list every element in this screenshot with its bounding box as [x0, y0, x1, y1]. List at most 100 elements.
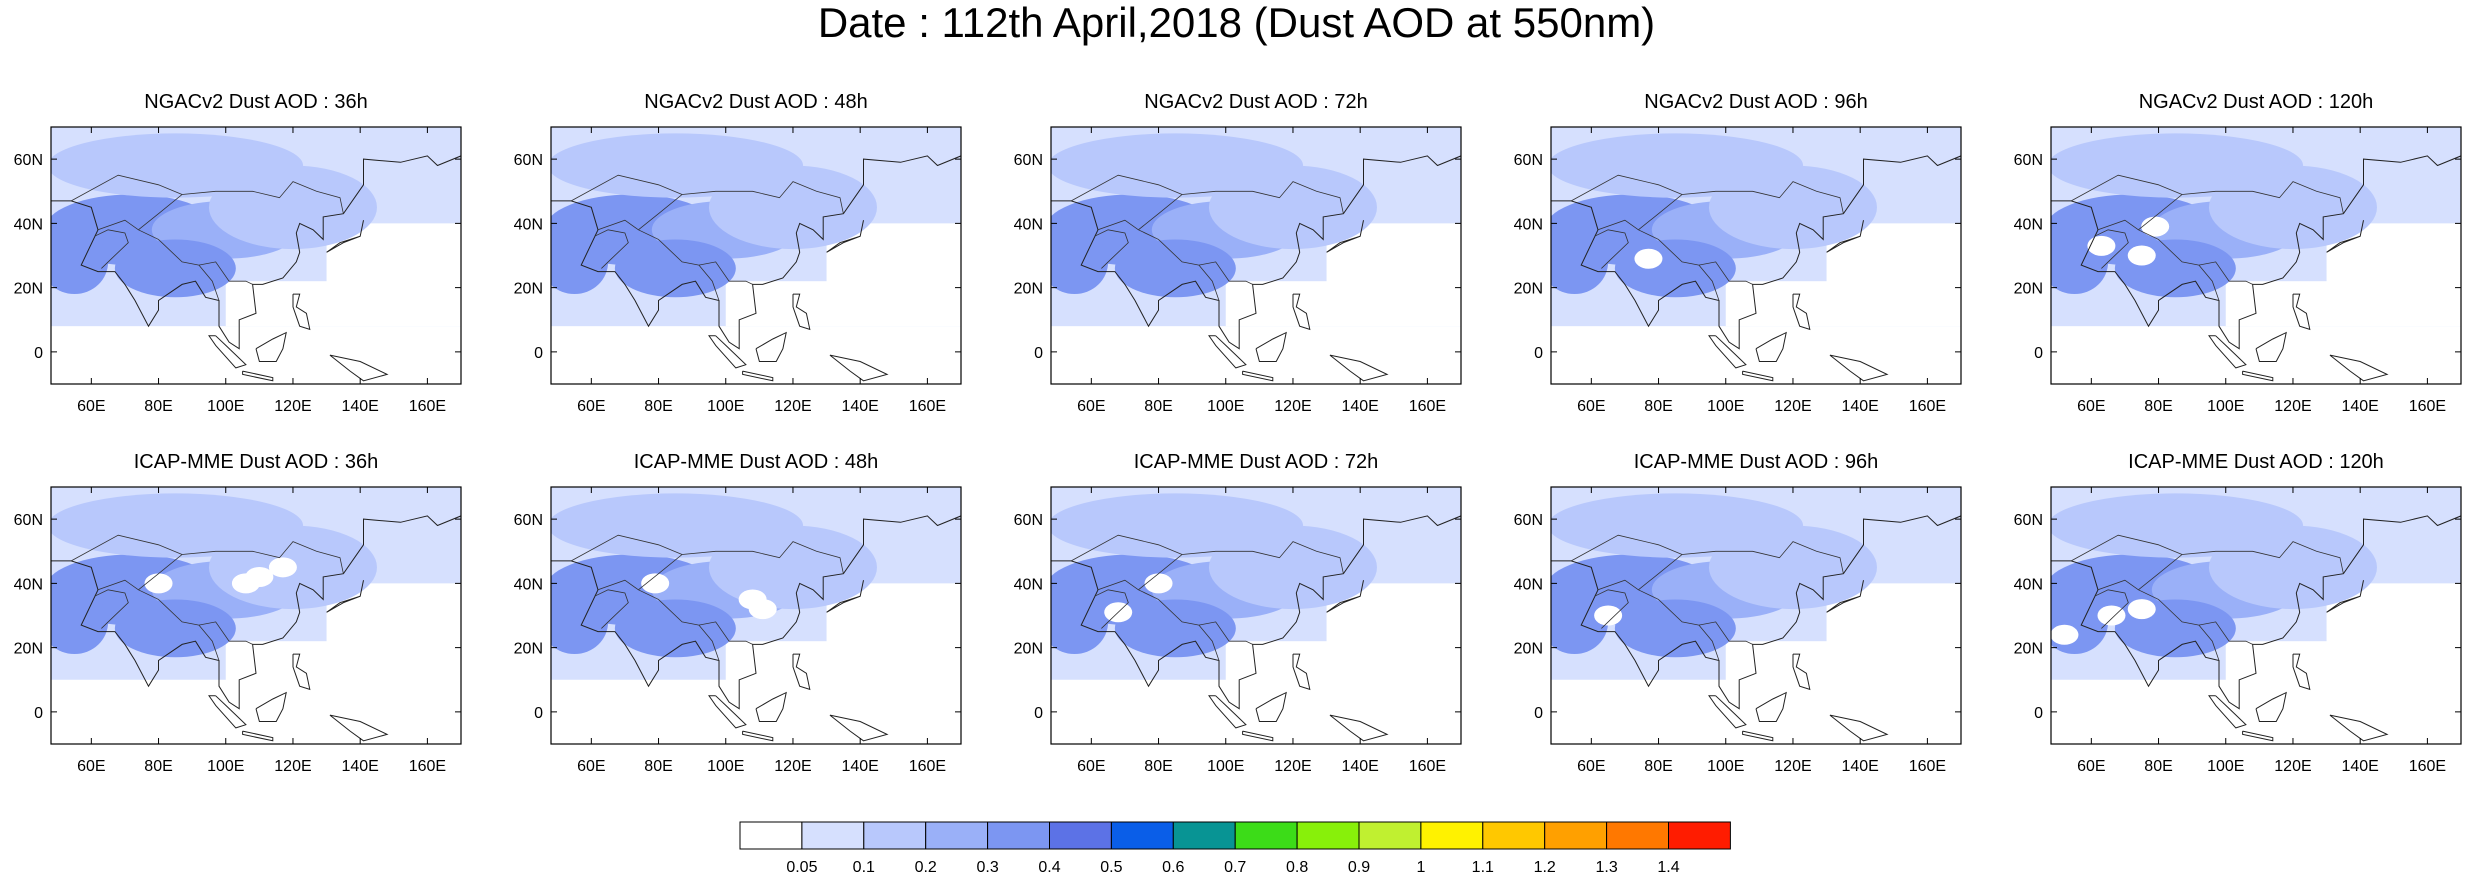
lat-tick-label: 40N [1514, 216, 1543, 233]
coastline [242, 730, 274, 742]
dust-plume [614, 599, 736, 658]
map-svg: 60E 80E 100E 120E 140E 160E 60N 40N 20N 0 [1514, 126, 1962, 415]
coastline [551, 515, 961, 710]
coastline [2329, 354, 2389, 382]
dust-plume [1114, 239, 1236, 298]
colorbar-swatch [987, 821, 1051, 850]
coastline [742, 730, 774, 742]
coastline [326, 220, 364, 253]
colorbar-swatch [1606, 821, 1669, 850]
lat-tick-label: 0 [1534, 705, 1543, 722]
lon-tick-label: 140E [841, 398, 878, 415]
coastline [2051, 515, 2461, 710]
colorbar-swatch [801, 821, 865, 850]
colorbar-label: 0.4 [1038, 859, 1060, 874]
lon-tick-label: 80E [1144, 758, 1172, 775]
lon-tick-label: 140E [1841, 398, 1878, 415]
coastline [1742, 730, 1774, 742]
coastline [292, 293, 311, 331]
lat-tick-label: 40N [1514, 576, 1543, 593]
coastline [2051, 155, 2461, 350]
coastline [255, 691, 287, 722]
map-field [2051, 487, 2461, 744]
coastline [208, 335, 247, 369]
dust-plume [1051, 133, 1304, 198]
country-border [97, 219, 253, 285]
country-border [1071, 534, 1183, 562]
country-border [1594, 229, 1629, 269]
clear-sea-region [1725, 641, 1961, 687]
colorbar-swatch [1049, 821, 1112, 850]
panel-title: NGACv2 Dust AOD : 48h [644, 91, 868, 113]
country-border [138, 541, 344, 591]
map-field [1551, 487, 1961, 744]
dust-plume [2051, 493, 2304, 558]
map-svg: 60E 80E 100E 120E 140E 160E 60N 40N 20N 0 [514, 126, 962, 415]
lon-tick-label: 80E [144, 758, 172, 775]
colorbar-label: 1.2 [1534, 859, 1556, 874]
coastline [1329, 354, 1389, 382]
colorbar-swatch [1296, 821, 1360, 850]
lat-tick-label: 20N [1514, 641, 1543, 658]
dust-hotspot [755, 604, 770, 615]
lat-tick-label: 20N [14, 281, 43, 298]
colorbar-label: 0.7 [1224, 859, 1246, 874]
dust-plume [1614, 599, 1736, 658]
coastline [1829, 354, 1889, 382]
country-border [638, 181, 844, 231]
map-svg: 60E 80E 100E 120E 140E 160E 60N 40N 20N 0 [14, 126, 462, 415]
country-border [638, 541, 844, 591]
clear-sea-region [1225, 281, 1461, 327]
lon-tick-label: 160E [1909, 398, 1946, 415]
colorbar-label: 0.5 [1100, 859, 1122, 874]
coastline [51, 155, 461, 350]
lon-tick-label: 120E [2274, 398, 2311, 415]
lat-tick-label: 60N [1014, 512, 1043, 529]
colorbar: 0.05 0.1 0.2 0.3 0.4 0.5 0.6 0.7 0.8 0.9 1 1.1 1.2 1.… [700, 820, 1780, 876]
dust-hotspot [151, 578, 166, 589]
colorbar-label: 1.1 [1472, 859, 1494, 874]
lon-tick-label: 140E [1341, 398, 1378, 415]
lat-tick-label: 40N [514, 576, 543, 593]
colorbar-label: 1.4 [1657, 859, 1679, 874]
coastline [1208, 695, 1247, 729]
country-border [2097, 219, 2253, 285]
map-panel: ICAP-MME Dust AOD : 120h 60E 80E 100E 120E 14… [2003, 450, 2473, 810]
lat-tick-label: 20N [1014, 281, 1043, 298]
panel-title: NGACv2 Dust AOD : 96h [1644, 91, 1868, 113]
dust-plume [114, 599, 236, 658]
dust-plume [1551, 493, 1804, 558]
lon-tick-label: 140E [2341, 398, 2378, 415]
lat-tick-label: 20N [14, 641, 43, 658]
coastline [1292, 653, 1311, 691]
lat-tick-label: 0 [1034, 345, 1043, 362]
panel-title: ICAP-MME Dust AOD : 48h [633, 451, 879, 473]
map-field [1051, 487, 1461, 744]
dust-plume [614, 239, 736, 298]
lat-tick-label: 40N [14, 576, 43, 593]
coastline [1326, 580, 1364, 613]
lat-tick-label: 0 [1034, 705, 1043, 722]
lat-tick-label: 0 [2034, 345, 2043, 362]
colorbar-swatch [1544, 821, 1608, 850]
lon-tick-label: 120E [274, 758, 311, 775]
coastline [292, 653, 311, 691]
lon-tick-label: 100E [1207, 758, 1244, 775]
country-border [94, 229, 129, 269]
coastline [1051, 515, 1461, 710]
colorbar-label: 0.8 [1286, 859, 1308, 874]
panel-title: NGACv2 Dust AOD : 72h [1144, 91, 1368, 113]
colorbar-label: 0.9 [1348, 859, 1370, 874]
dust-plume [114, 239, 236, 298]
country-border [2198, 624, 2220, 661]
main-title: Date : 112th April,2018 (Dust AOD at 550… [817, 0, 1656, 46]
country-border [1571, 534, 1683, 562]
clear-sea-region [725, 641, 961, 687]
plot-frame [50, 486, 462, 745]
colorbar-svg: 0.05 0.1 0.2 0.3 0.4 0.5 0.6 0.7 0.8 0.9 1 1.1 1.2 1.… [739, 821, 1731, 876]
coastline [1826, 220, 1864, 253]
lat-tick-label: 60N [2014, 152, 2043, 169]
coastline [51, 515, 461, 710]
coastline [1792, 293, 1811, 331]
panel-title: ICAP-MME Dust AOD : 120h [2128, 451, 2384, 473]
